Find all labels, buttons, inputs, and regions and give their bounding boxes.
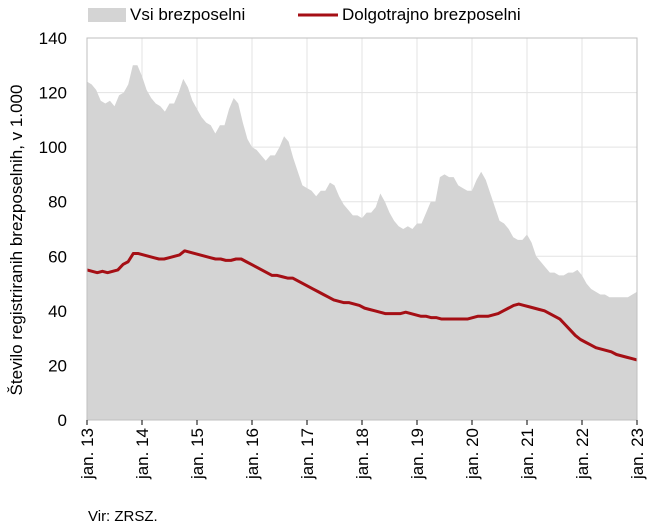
area-layer xyxy=(87,65,637,420)
y-tick-label: 140 xyxy=(39,29,67,48)
y-tick-label: 0 xyxy=(58,411,67,430)
legend-label-long-term: Dolgotrajno brezposelni xyxy=(342,5,521,24)
y-tick-label: 60 xyxy=(48,247,67,266)
y-tick-labels: 0 20 40 60 80 100 120 140 xyxy=(39,29,67,430)
y-tick-label: 20 xyxy=(48,356,67,375)
x-tick-label: jan. 18 xyxy=(353,428,372,480)
legend: Vsi brezposelni Dolgotrajno brezposelni xyxy=(88,5,521,24)
x-tick-label: jan. 14 xyxy=(133,428,152,480)
x-tick-label: jan. 17 xyxy=(298,428,317,480)
x-tick-label: jan. 15 xyxy=(188,428,207,480)
y-axis-title: Število registriranih brezposelnih, v 1.… xyxy=(7,85,26,396)
series-area-all-unemployed xyxy=(87,65,637,420)
legend-label-all-unemployed: Vsi brezposelni xyxy=(130,5,245,24)
series-line-long-term xyxy=(86,249,638,362)
x-tick-label: jan. 13 xyxy=(78,428,97,480)
line-layer xyxy=(86,249,638,362)
y-tick-label: 120 xyxy=(39,84,67,103)
x-tick-label: jan. 20 xyxy=(463,428,482,480)
x-tick-label: jan. 21 xyxy=(518,428,537,480)
x-tick-labels: jan. 13 jan. 14 jan. 15 jan. 16 jan. 17 jan. … xyxy=(78,420,651,480)
x-tick-label: jan. 19 xyxy=(408,428,427,480)
x-tick-label: jan. 23 xyxy=(628,428,647,480)
source-note: Vir: ZRSZ. xyxy=(88,508,158,525)
y-tick-label: 40 xyxy=(48,302,67,321)
y-tick-label: 80 xyxy=(48,193,67,212)
legend-swatch-all-unemployed xyxy=(88,8,126,22)
x-tick-label: jan. 16 xyxy=(243,428,262,480)
x-tick-label: jan. 22 xyxy=(573,428,592,480)
y-tick-label: 100 xyxy=(39,138,67,157)
